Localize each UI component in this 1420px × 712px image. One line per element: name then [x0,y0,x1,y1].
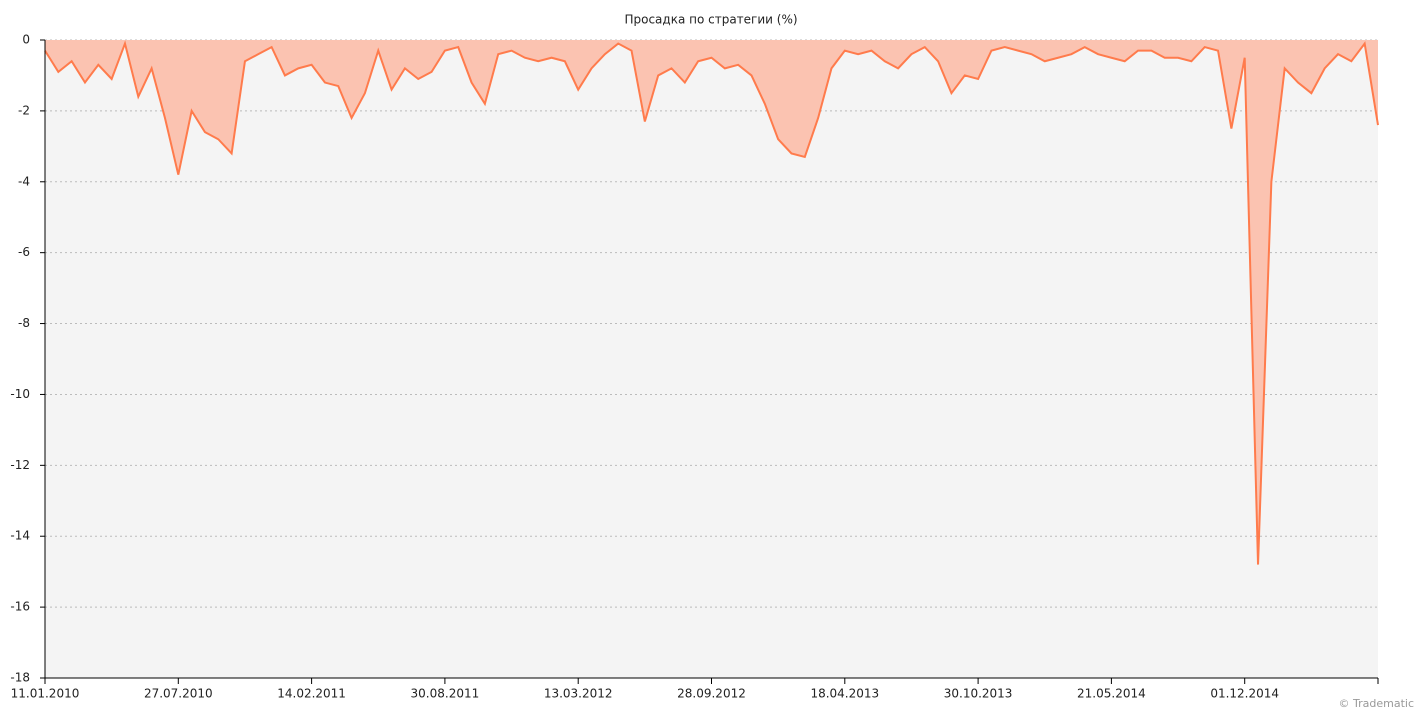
x-tick-label: 21.05.2014 [1077,687,1146,701]
x-tick-label: 27.07.2010 [144,687,213,701]
chart-title: Просадка по стратегии (%) [624,13,797,27]
x-tick-label: 13.03.2012 [544,687,613,701]
plot-background [45,40,1378,678]
y-tick-label: -2 [18,103,30,117]
y-tick-label: -14 [10,529,30,543]
x-tick-label: 14.02.2011 [277,687,346,701]
y-tick-label: -16 [10,600,30,614]
area-fill [45,40,1378,565]
y-tick-label: -4 [18,174,30,188]
x-tick-label: 11.01.2010 [11,687,80,701]
y-tick-label: -10 [10,387,30,401]
area-line [44,40,1379,565]
y-tick-label: -12 [10,458,30,472]
y-tick-label: -8 [18,316,30,330]
x-tick-label: 18.04.2013 [810,687,879,701]
credit: © Tradematic [1339,697,1415,710]
y-tick-label: -6 [18,245,30,259]
x-tick-label: 30.10.2013 [944,687,1013,701]
x-tick-label: 01.12.2014 [1210,687,1279,701]
x-tick-label: 30.08.2011 [411,687,480,701]
y-tick-label: 0 [22,33,30,47]
x-tick-label: 28.09.2012 [677,687,746,701]
y-tick-label: -18 [10,671,30,685]
